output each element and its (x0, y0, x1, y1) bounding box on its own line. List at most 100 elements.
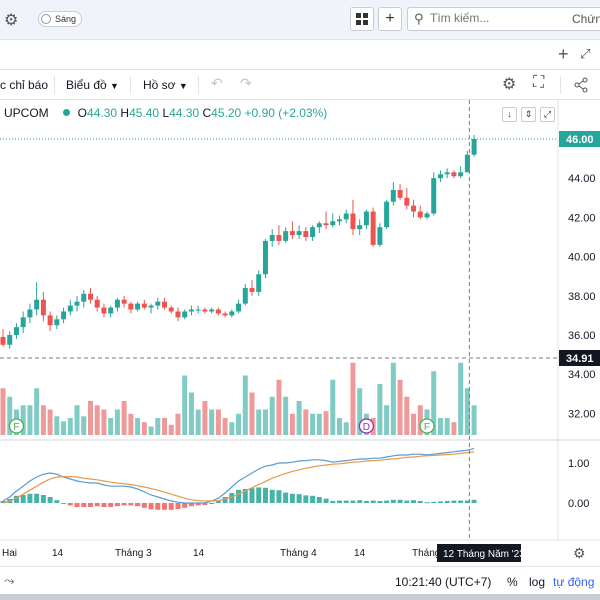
event-marker-label: F (13, 422, 19, 433)
macd-line (2, 448, 475, 504)
candle-body (384, 201, 390, 228)
candle-body (471, 139, 477, 155)
macd-histogram-bar (54, 500, 60, 503)
candle-body (202, 309, 208, 312)
macd-histogram-bar (417, 501, 423, 503)
log-scale-button[interactable]: log (529, 575, 546, 589)
volume-bar (411, 413, 417, 435)
candle-body (229, 311, 235, 316)
macd-histogram-bar (397, 499, 403, 503)
candle-body (276, 235, 282, 241)
candle-body (81, 293, 87, 302)
share-icon[interactable] (573, 77, 589, 93)
candle-body (262, 240, 268, 275)
volume-bar (182, 375, 188, 435)
volume-bar (135, 418, 141, 435)
volume-bar (451, 422, 457, 435)
close-value: 45.20 (211, 106, 242, 120)
add-chart-button[interactable]: + (378, 7, 402, 31)
macd-histogram-bar (283, 492, 289, 503)
event-marker-circle (358, 418, 375, 434)
profile-button[interactable]: Hồ sơ ▼ (143, 78, 188, 92)
add-tab-icon[interactable]: + (558, 44, 569, 64)
price-tick-label: 42.00 (568, 212, 596, 224)
candle-body (20, 317, 26, 328)
macd-histogram-bar (303, 495, 309, 503)
arrow-down-icon[interactable]: ↓ (502, 107, 517, 122)
time-tick-label: 14 (52, 548, 64, 559)
macd-histogram-bar (323, 498, 329, 503)
volume-bar (7, 396, 13, 435)
market-status-dot (62, 109, 70, 116)
macd-tick-label: 0.00 (568, 498, 589, 510)
candle-body (34, 299, 40, 310)
macd-histogram-bar (27, 493, 33, 503)
theme-toggle[interactable]: Sáng (38, 11, 82, 27)
candle-body (188, 309, 194, 312)
volume-bar (74, 405, 80, 435)
candle-body (175, 311, 181, 318)
volume-bar (397, 379, 403, 435)
search-extra-text: Chứng (572, 12, 600, 26)
candle-body (155, 301, 161, 306)
macd-histogram-bar (13, 495, 19, 503)
close-key: C (202, 106, 212, 120)
clock-time: 10:21:40 (UTC+7) (395, 575, 492, 589)
volume-bar (155, 418, 161, 435)
toolbar-divider (560, 76, 561, 94)
event-marker-label: D (363, 422, 370, 433)
macd-histogram-bar (262, 487, 268, 503)
macd-histogram-bar (81, 503, 87, 507)
candle-body (330, 221, 336, 226)
volume-bar (437, 418, 443, 435)
collapse-icon[interactable]: ⇕ (521, 107, 536, 122)
volume-bar (316, 413, 322, 435)
price-chart[interactable]: 44.00 42.00 40.00 38.00 36.00 34.00 32.00 1.00 0… (0, 100, 600, 562)
macd-histogram-bar (74, 503, 80, 507)
auto-scale-button[interactable]: tự động (553, 575, 595, 589)
macd-histogram-bar (47, 497, 53, 503)
macd-histogram-bar (87, 503, 93, 507)
search-input[interactable] (430, 11, 540, 25)
expand-icon[interactable]: ⤢ (580, 46, 591, 61)
macd-histogram-bar (424, 502, 430, 504)
redo-icon[interactable]: ↷ (240, 75, 252, 91)
chart-toolbar: c chỉ báo Biểu đồ ▼ Hồ sơ ▼ ↶ ↷ ⚙ ⛶ (0, 70, 600, 100)
candle-body (444, 172, 450, 175)
search-box[interactable]: ⚲ Chứng (407, 7, 600, 31)
candle-body (458, 172, 464, 177)
volume-bar (47, 409, 53, 435)
fullscreen-icon[interactable]: ⛶ (533, 74, 545, 91)
bottom-scrollbar[interactable] (0, 594, 600, 600)
macd-histogram-bar (249, 488, 255, 503)
settings-icon[interactable]: ⚙ (502, 76, 517, 93)
candle-body (411, 205, 417, 212)
macd-histogram-bar (162, 503, 168, 510)
event-marker-circle (419, 418, 435, 434)
macd-histogram-bar (135, 503, 141, 507)
chart-type-label: Biểu đồ (66, 78, 107, 92)
indicators-button[interactable]: c chỉ báo (0, 78, 49, 92)
toolbar-divider (198, 76, 199, 94)
candle-body (121, 299, 127, 304)
undo-icon[interactable]: ↶ (211, 75, 223, 91)
volume-bar (283, 396, 289, 435)
search-icon: ⚲ (414, 11, 424, 26)
macd-histogram-bar (61, 503, 67, 504)
date-range-icon[interactable]: ⤳ (4, 573, 15, 588)
maximize-icon[interactable]: ⤢ (540, 107, 555, 122)
low-value: 44.30 (169, 106, 200, 120)
macd-histogram-bar (67, 503, 73, 506)
macd-histogram-bar (337, 500, 342, 503)
gear-icon[interactable]: ⚙ (4, 12, 19, 29)
percent-scale-button[interactable]: % (507, 575, 518, 589)
candle-body (464, 154, 470, 173)
macd-tick-label: 1.00 (568, 458, 589, 470)
layout-grid-button[interactable] (350, 7, 374, 31)
time-axis-settings-icon[interactable]: ⚙ (573, 545, 586, 561)
candle-body (323, 223, 329, 226)
candle-body (397, 189, 403, 198)
chart-type-button[interactable]: Biểu đồ ▼ (66, 78, 119, 92)
macd-histogram-bar (209, 503, 215, 504)
volume-bar (249, 392, 255, 435)
